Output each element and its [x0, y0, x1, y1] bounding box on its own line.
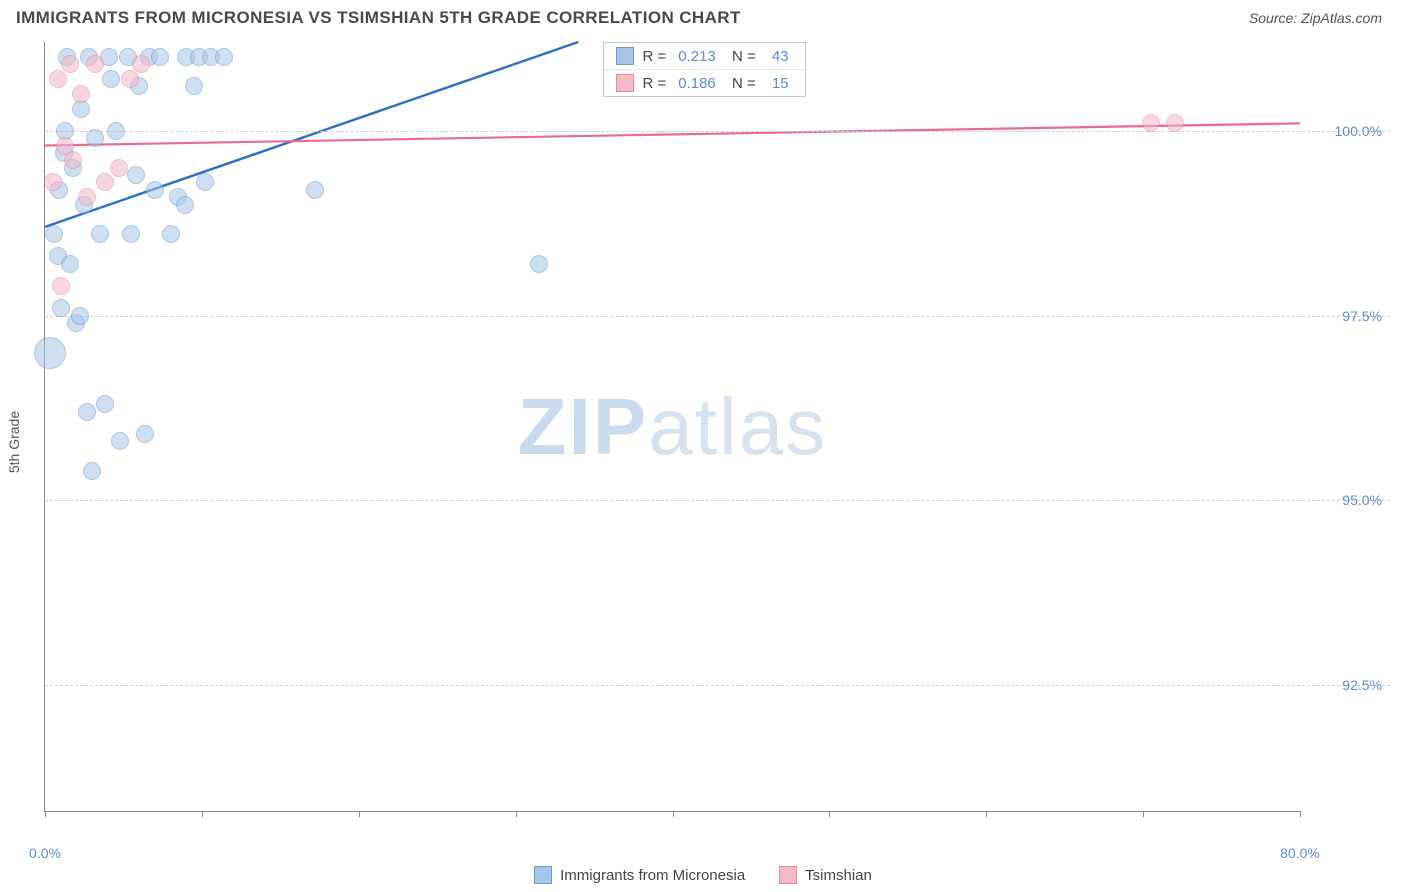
data-point	[61, 255, 79, 273]
data-point	[49, 70, 67, 88]
y-tick-label: 100.0%	[1335, 123, 1382, 139]
data-point	[176, 196, 194, 214]
y-axis-label: 5th Grade	[6, 411, 22, 473]
legend-r-label: R =	[642, 48, 666, 65]
legend-item: Immigrants from Micronesia	[534, 866, 745, 884]
data-point	[1142, 114, 1160, 132]
y-tick-label: 97.5%	[1342, 308, 1382, 324]
data-point	[121, 70, 139, 88]
gridline	[45, 500, 1390, 501]
data-point	[136, 425, 154, 443]
data-point	[44, 173, 62, 191]
data-point	[45, 225, 63, 243]
legend-n-label: N =	[728, 75, 756, 92]
legend-swatch	[779, 866, 797, 884]
gridline	[45, 131, 1390, 132]
x-tick	[986, 811, 987, 817]
chart-title: IMMIGRANTS FROM MICRONESIA VS TSIMSHIAN …	[16, 8, 741, 28]
x-tick-label: 0.0%	[29, 845, 61, 861]
legend-r-label: R =	[642, 75, 666, 92]
chart: 5th Grade ZIPatlas R =0.213 N = 43R =0.1…	[44, 42, 1390, 842]
legend-r-value: 0.186	[678, 75, 716, 92]
x-tick	[359, 811, 360, 817]
data-point	[215, 48, 233, 66]
x-tick	[829, 811, 830, 817]
legend-r-value: 0.213	[678, 48, 716, 65]
legend-row: R = 0.213 N = 43	[604, 43, 804, 69]
data-point	[1166, 114, 1184, 132]
data-point	[146, 181, 164, 199]
data-point	[102, 70, 120, 88]
data-point	[52, 299, 70, 317]
data-point	[64, 151, 82, 169]
data-point	[34, 337, 66, 369]
data-point	[110, 159, 128, 177]
x-tick	[673, 811, 674, 817]
x-tick-label: 80.0%	[1280, 845, 1320, 861]
trend-line	[45, 42, 578, 227]
data-point	[530, 255, 548, 273]
x-tick	[45, 811, 46, 817]
data-point	[96, 173, 114, 191]
header: IMMIGRANTS FROM MICRONESIA VS TSIMSHIAN …	[0, 0, 1406, 36]
data-point	[127, 166, 145, 184]
legend-swatch	[616, 47, 634, 65]
legend-label: Immigrants from Micronesia	[560, 867, 745, 884]
legend-label: Tsimshian	[805, 867, 872, 884]
y-tick-label: 92.5%	[1342, 677, 1382, 693]
data-point	[306, 181, 324, 199]
data-point	[107, 122, 125, 140]
data-point	[72, 85, 90, 103]
legend-n-label: N =	[728, 48, 756, 65]
x-tick	[202, 811, 203, 817]
data-point	[86, 55, 104, 73]
x-tick	[1300, 811, 1301, 817]
legend-n-value: 43	[768, 48, 789, 65]
plot-area: ZIPatlas R =0.213 N = 43R =0.186 N = 15 …	[44, 42, 1300, 812]
data-point	[78, 188, 96, 206]
data-point	[71, 307, 89, 325]
legend-row: R = 0.186 N = 15	[604, 69, 804, 96]
data-point	[86, 129, 104, 147]
y-tick-label: 95.0%	[1342, 492, 1382, 508]
legend-n-value: 15	[768, 75, 789, 92]
legend-swatch	[534, 866, 552, 884]
data-point	[96, 395, 114, 413]
data-point	[111, 432, 129, 450]
gridline	[45, 685, 1390, 686]
series-legend: Immigrants from Micronesia Tsimshian	[0, 866, 1406, 884]
data-point	[185, 77, 203, 95]
data-point	[151, 48, 169, 66]
x-tick	[516, 811, 517, 817]
data-point	[61, 55, 79, 73]
data-point	[162, 225, 180, 243]
data-point	[196, 173, 214, 191]
gridline	[45, 316, 1390, 317]
data-point	[122, 225, 140, 243]
data-point	[132, 55, 150, 73]
trend-line	[45, 123, 1300, 145]
data-point	[91, 225, 109, 243]
correlation-legend: R = 0.213 N = 43 R = 0.186 N = 15	[603, 42, 805, 97]
x-tick	[1143, 811, 1144, 817]
source-label: Source: ZipAtlas.com	[1249, 10, 1382, 26]
data-point	[52, 277, 70, 295]
trend-lines	[45, 42, 1300, 811]
data-point	[78, 403, 96, 421]
data-point	[83, 462, 101, 480]
legend-item: Tsimshian	[779, 866, 872, 884]
legend-swatch	[616, 74, 634, 92]
